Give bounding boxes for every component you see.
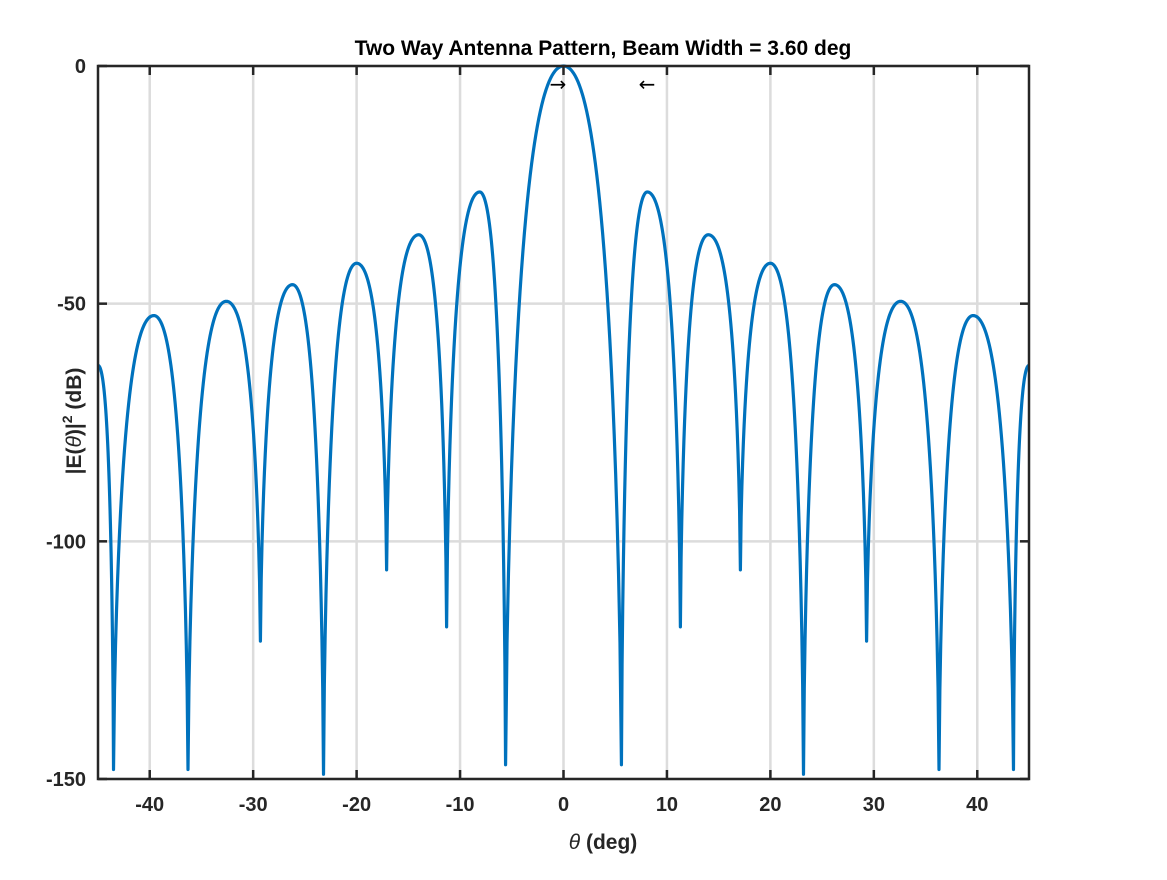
- grid: [98, 64, 1029, 781]
- x-tick-label: 0: [558, 794, 569, 816]
- x-tick-label: -20: [342, 794, 371, 816]
- y-tick-label: -150: [46, 769, 86, 791]
- y-axis-label: |E(θ)|2 (dB): [59, 368, 86, 475]
- x-tick-label: 20: [759, 794, 781, 816]
- x-tick-label: -40: [135, 794, 164, 816]
- ticks: [98, 64, 1029, 781]
- tick-labels: -40 -30 -20 -10 0 10 20 30 400-50-100-150: [46, 56, 988, 816]
- beam-width-arrow-right: ←: [639, 72, 656, 96]
- x-axis-label: θ (deg): [569, 831, 638, 854]
- x-tick-label: 30: [863, 794, 885, 816]
- x-tick-label: 40: [966, 794, 988, 816]
- y-tick-label: -50: [57, 294, 86, 316]
- y-tick-label: 0: [75, 56, 86, 78]
- x-tick-label: -10: [446, 794, 475, 816]
- beam-width-arrow-left: →: [550, 72, 567, 96]
- chart-title: Two Way Antenna Pattern, Beam Width = 3.…: [355, 37, 852, 60]
- y-tick-label: -100: [46, 531, 86, 553]
- x-tick-label: 10: [656, 794, 678, 816]
- x-tick-label: -30: [239, 794, 268, 816]
